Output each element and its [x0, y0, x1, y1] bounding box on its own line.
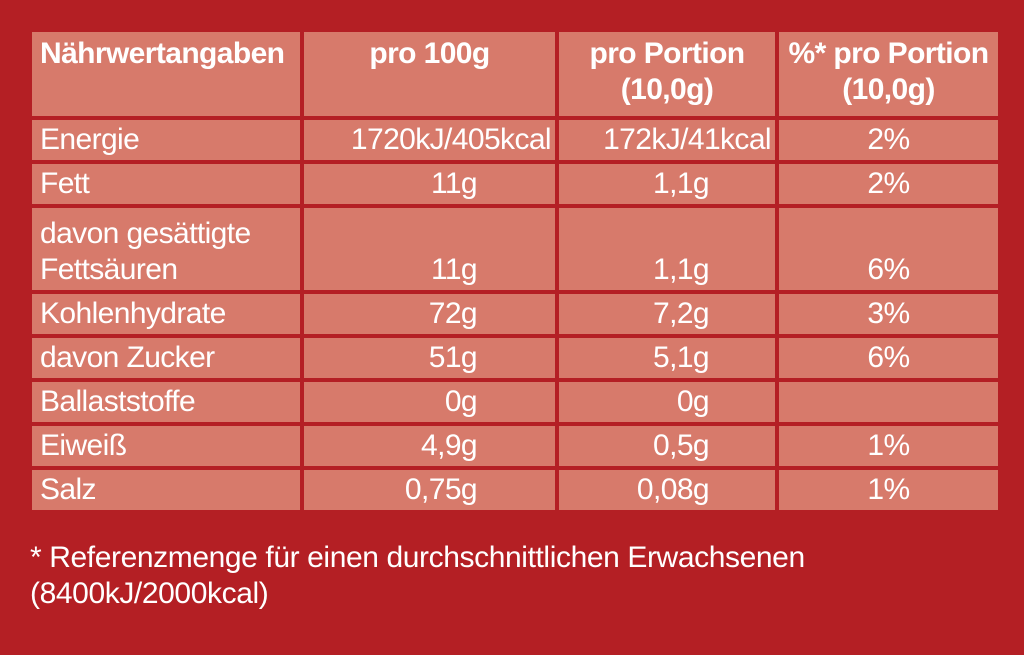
- table-cell: 11g: [300, 160, 559, 208]
- table-row: Salz 0,75g 0,08g 1%: [28, 466, 1002, 514]
- table-cell: 1,1g: [555, 204, 779, 294]
- table-cell: Ballaststoffe: [28, 378, 304, 426]
- table-cell: 0,75g: [300, 466, 559, 514]
- table-cell: 51g: [300, 334, 559, 382]
- table-cell: 1720kJ/405kcal: [300, 116, 559, 164]
- header-cell: pro 100g: [300, 28, 559, 120]
- table-cell: [775, 378, 1002, 426]
- table-row: davon gesättigte Fettsäuren 11g 1,1g 6%: [28, 204, 1002, 294]
- footnote: * Referenzmenge für einen durchschnittli…: [30, 541, 805, 610]
- table-cell: davon Zucker: [28, 334, 304, 382]
- table-cell: Eiweiß: [28, 422, 304, 470]
- header-row: Nährwertangaben pro 100g pro Portion (10,0…: [28, 28, 1002, 120]
- table-cell: Fett: [28, 160, 304, 208]
- table-row: davon Zucker 51g 5,1g 6%: [28, 334, 1002, 382]
- table-row: Fett 11g 1,1g 2%: [28, 160, 1002, 208]
- table-cell: 4,9g: [300, 422, 559, 470]
- table-cell: 0,08g: [555, 466, 779, 514]
- table-cell: davon gesättigte Fettsäuren: [28, 204, 304, 294]
- table-cell: 3%: [775, 290, 1002, 338]
- header-cell: pro Portion (10,0g): [555, 28, 779, 120]
- table-cell: 2%: [775, 160, 1002, 208]
- table-cell: Energie: [28, 116, 304, 164]
- table-cell: 5,1g: [555, 334, 779, 382]
- table-cell: 72g: [300, 290, 559, 338]
- table-cell: 0,5g: [555, 422, 779, 470]
- table-cell: 2%: [775, 116, 1002, 164]
- table-cell: Kohlenhydrate: [28, 290, 304, 338]
- table-row: Kohlenhydrate 72g 7,2g 3%: [28, 290, 1002, 338]
- table-row: Ballaststoffe 0g 0g: [28, 378, 1002, 426]
- nutrition-table: Nährwertangaben pro 100g pro Portion (10,0…: [28, 28, 1002, 514]
- table-cell: 11g: [300, 204, 559, 294]
- table-cell: 1%: [775, 422, 1002, 470]
- table-cell: 1%: [775, 466, 1002, 514]
- table-row: Energie 1720kJ/405kcal 172kJ/41kcal 2%: [28, 116, 1002, 164]
- table-body: Energie 1720kJ/405kcal 172kJ/41kcal 2% Fett 1…: [28, 116, 1002, 514]
- table-cell: 0g: [555, 378, 779, 426]
- header-cell: Nährwertangaben: [28, 28, 304, 120]
- table-cell: 172kJ/41kcal: [555, 116, 779, 164]
- table-cell: 6%: [775, 204, 1002, 294]
- table-cell: Salz: [28, 466, 304, 514]
- table-cell: 0g: [300, 378, 559, 426]
- table-row: Eiweiß 4,9g 0,5g 1%: [28, 422, 1002, 470]
- table-cell: 6%: [775, 334, 1002, 382]
- table-cell: 7,2g: [555, 290, 779, 338]
- table-cell: 1,1g: [555, 160, 779, 208]
- header-cell: %* pro Portion (10,0g): [775, 28, 1002, 120]
